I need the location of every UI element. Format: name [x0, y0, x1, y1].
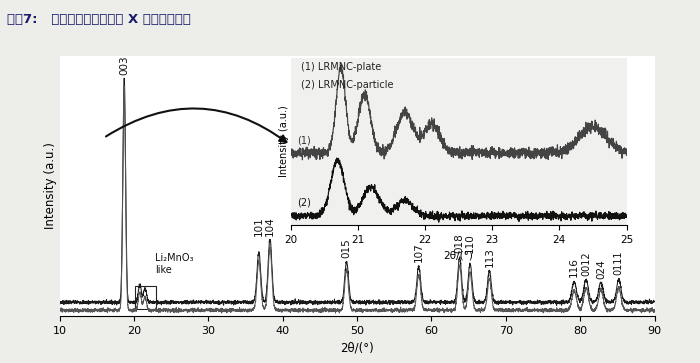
Text: 116: 116 [569, 257, 579, 277]
X-axis label: 2θ/(°): 2θ/(°) [444, 250, 473, 260]
Text: 107: 107 [414, 243, 424, 262]
Text: (2): (2) [298, 197, 311, 207]
Text: 0012: 0012 [581, 251, 591, 276]
Text: 图表7:   富锂锰基正极材料的 X 射线衍射图谱: 图表7: 富锂锰基正极材料的 X 射线衍射图谱 [7, 12, 191, 25]
Text: 113: 113 [484, 247, 494, 267]
Text: Li₂MnO₃
like: Li₂MnO₃ like [155, 253, 193, 275]
Text: 104: 104 [265, 216, 275, 236]
Text: (2) LRMNC-particle: (2) LRMNC-particle [300, 80, 393, 90]
Text: (1) LRMNC-plate: (1) LRMNC-plate [300, 62, 381, 73]
Text: 003: 003 [119, 55, 130, 75]
Y-axis label: Intensity (a.u.): Intensity (a.u.) [43, 142, 57, 229]
Text: 101: 101 [254, 216, 264, 236]
Text: 015: 015 [342, 238, 351, 258]
Y-axis label: Intensity (a.u.): Intensity (a.u.) [279, 106, 289, 178]
Text: 018: 018 [454, 234, 465, 253]
Text: 110: 110 [465, 234, 475, 253]
X-axis label: 2θ/(°): 2θ/(°) [340, 341, 374, 354]
Text: 0111: 0111 [614, 250, 624, 275]
Text: 024: 024 [596, 259, 606, 279]
Text: (1): (1) [298, 136, 311, 146]
Bar [135, 286, 156, 309]
